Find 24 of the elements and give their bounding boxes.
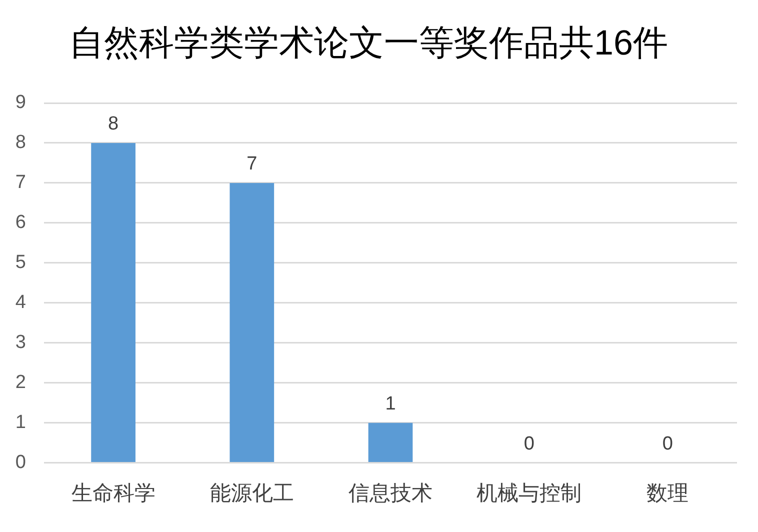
data-label: 7	[246, 154, 258, 175]
y-tick-label: 2	[15, 372, 26, 394]
data-label: 0	[662, 434, 673, 455]
data-label: 1	[385, 394, 396, 415]
x-tick-label: 信息技术	[348, 482, 432, 506]
y-tick-label: 4	[15, 292, 26, 314]
y-tick-label: 8	[15, 132, 26, 154]
y-tick-label: 9	[15, 92, 26, 114]
data-label: 0	[524, 434, 534, 455]
y-tick-label: 3	[15, 332, 26, 354]
y-tick-label: 6	[15, 212, 26, 234]
y-tick-label: 5	[15, 252, 26, 274]
data-label: 8	[108, 114, 119, 135]
y-tick-label: 7	[15, 172, 26, 194]
x-tick-label: 能源化工	[210, 482, 294, 506]
bar	[368, 422, 413, 462]
bar	[230, 182, 274, 462]
x-tick-label: 生命科学	[71, 482, 156, 506]
x-tick-label: 机械与控制	[476, 482, 582, 506]
y-tick-label: 1	[15, 412, 26, 434]
bar	[91, 142, 136, 462]
x-tick-label: 数理	[646, 482, 689, 506]
chart-title: 自然科学类学术论文一等奖作品共16件	[69, 24, 668, 63]
y-tick-label: 0	[15, 452, 26, 474]
